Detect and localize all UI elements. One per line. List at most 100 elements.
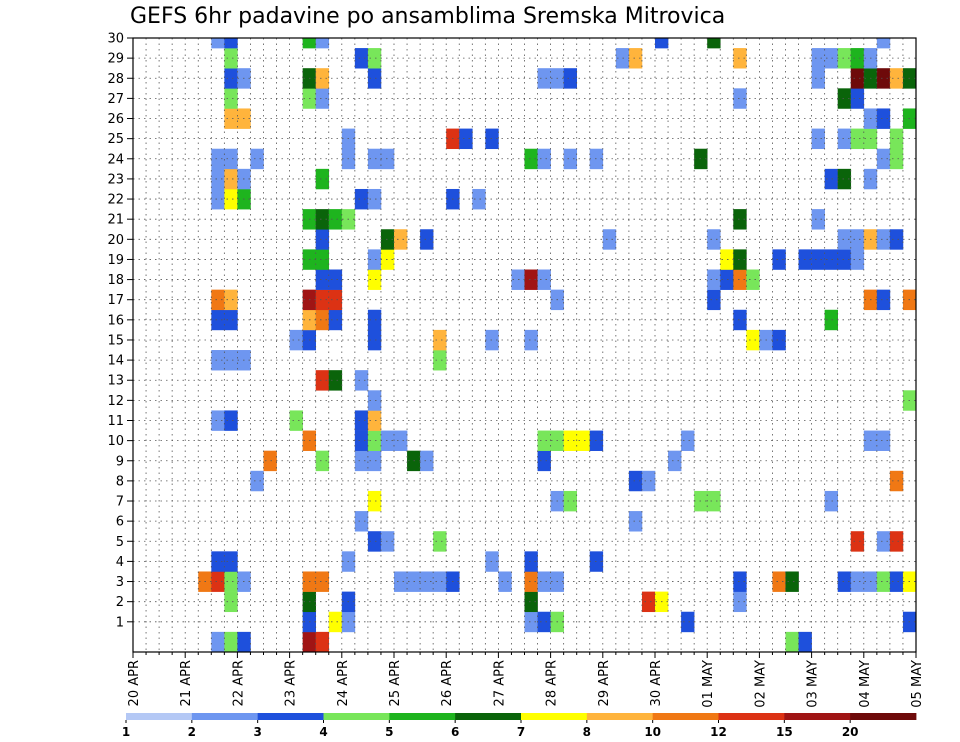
heatmap-cell [367, 148, 382, 170]
heatmap-cell [707, 269, 721, 290]
heatmap-cell [224, 289, 238, 311]
heatmap-cell [889, 571, 904, 592]
y-tick-label: 1 [116, 615, 124, 630]
heatmap-cell [850, 88, 865, 109]
y-tick-label: 24 [107, 152, 124, 167]
heatmap-cell [433, 329, 447, 351]
heatmap-cell [354, 188, 369, 210]
legend-label: 8 [583, 725, 591, 739]
heatmap-cell [524, 571, 538, 592]
color-legend: 1 2 3 4 5 6 7 8 10 12 15 20 [122, 713, 917, 739]
heatmap-cell [315, 571, 330, 592]
x-tick-label: 30 APR [649, 660, 664, 706]
heatmap-cell [876, 68, 891, 89]
y-tick-label: 16 [107, 313, 124, 328]
y-axis: 1234567891011121314151617181920212223242… [107, 32, 133, 630]
y-tick-label: 26 [107, 112, 124, 127]
heatmap-cell [537, 68, 551, 89]
x-tick-label: 21 APR [179, 660, 194, 706]
grid-lines [133, 37, 916, 652]
heatmap-cell [472, 188, 486, 210]
heatmap-cell [315, 88, 330, 109]
heatmap-cell [224, 168, 238, 190]
legend-label: 1 [122, 725, 130, 739]
heatmap-cell [354, 48, 369, 69]
y-tick-label: 6 [116, 515, 124, 530]
heatmap-cell [394, 571, 408, 592]
heatmap-cell [315, 249, 330, 270]
heatmap-cell [315, 209, 330, 230]
heatmap-cell [315, 269, 330, 290]
heatmap-cell [302, 631, 316, 653]
heatmap-cell [263, 450, 277, 472]
heatmap-cell [367, 450, 382, 472]
heatmap-cell [367, 390, 382, 411]
heatmap-cell [380, 249, 395, 270]
heatmap-cell [850, 571, 865, 592]
y-tick-label: 7 [116, 495, 124, 510]
heatmap-cell [824, 309, 838, 331]
y-tick-label: 3 [116, 575, 124, 590]
heatmap-cell [433, 350, 447, 371]
heatmap-cell [707, 289, 721, 311]
heatmap-cell [224, 68, 238, 89]
heatmap-cell [876, 531, 891, 552]
x-tick-label: 05 MAY [910, 660, 925, 708]
legend-label: 5 [385, 725, 393, 739]
heatmap-cell [746, 329, 760, 351]
heatmap-cell [328, 209, 343, 230]
heatmap-cell [224, 631, 238, 653]
heatmap-cell [811, 128, 825, 150]
heatmap-cell [224, 571, 238, 592]
x-tick-label: 23 APR [284, 660, 299, 706]
y-tick-label: 20 [107, 233, 124, 248]
y-tick-label: 9 [116, 454, 124, 469]
legend-swatch [126, 713, 193, 720]
heatmap-cell [746, 269, 760, 290]
heatmap-cell [824, 490, 838, 512]
legend-swatch [586, 713, 654, 720]
heatmap-cell [850, 48, 865, 69]
heatmap-cell [485, 329, 499, 351]
heatmap-cell [837, 249, 852, 270]
legend-swatch [191, 713, 259, 720]
heatmap-cell [459, 128, 473, 150]
heatmap-cell [328, 309, 343, 331]
y-tick-label: 19 [107, 253, 124, 268]
heatmap-cell [367, 410, 382, 431]
heatmap-cell [211, 410, 225, 431]
heatmap-cell [315, 38, 330, 49]
heatmap-cell [498, 571, 512, 592]
heatmap-cell [224, 309, 238, 331]
heatmap-cell [380, 229, 395, 250]
x-tick-label: 24 APR [336, 660, 351, 706]
heatmap-cell [302, 38, 316, 49]
heatmap-cell [354, 450, 369, 472]
y-tick-label: 27 [107, 92, 124, 107]
heatmap-cell [798, 631, 812, 653]
heatmap-cell [641, 470, 656, 492]
y-tick-label: 29 [107, 52, 124, 67]
heatmap-cell [354, 370, 369, 391]
heatmap-cells [198, 38, 917, 653]
heatmap-cell [211, 168, 225, 190]
heatmap-cell [433, 531, 447, 552]
heatmap-cell [563, 68, 577, 89]
heatmap-cell [576, 430, 591, 451]
legend-label: 20 [842, 725, 859, 739]
legend-swatch [455, 713, 522, 720]
y-tick-label: 23 [107, 172, 124, 187]
heatmap-cell [537, 611, 551, 633]
x-tick-label: 26 APR [440, 660, 455, 706]
heatmap-cell [772, 571, 786, 592]
heatmap-cell [850, 68, 865, 89]
heatmap-cell [289, 329, 303, 351]
legend-swatch [652, 713, 719, 720]
legend-swatch [323, 713, 390, 720]
heatmap-cell [524, 329, 538, 351]
heatmap-cell [681, 430, 695, 451]
heatmap-cell [367, 249, 382, 270]
heatmap-cell [524, 148, 538, 170]
heatmap-cell [655, 38, 669, 49]
